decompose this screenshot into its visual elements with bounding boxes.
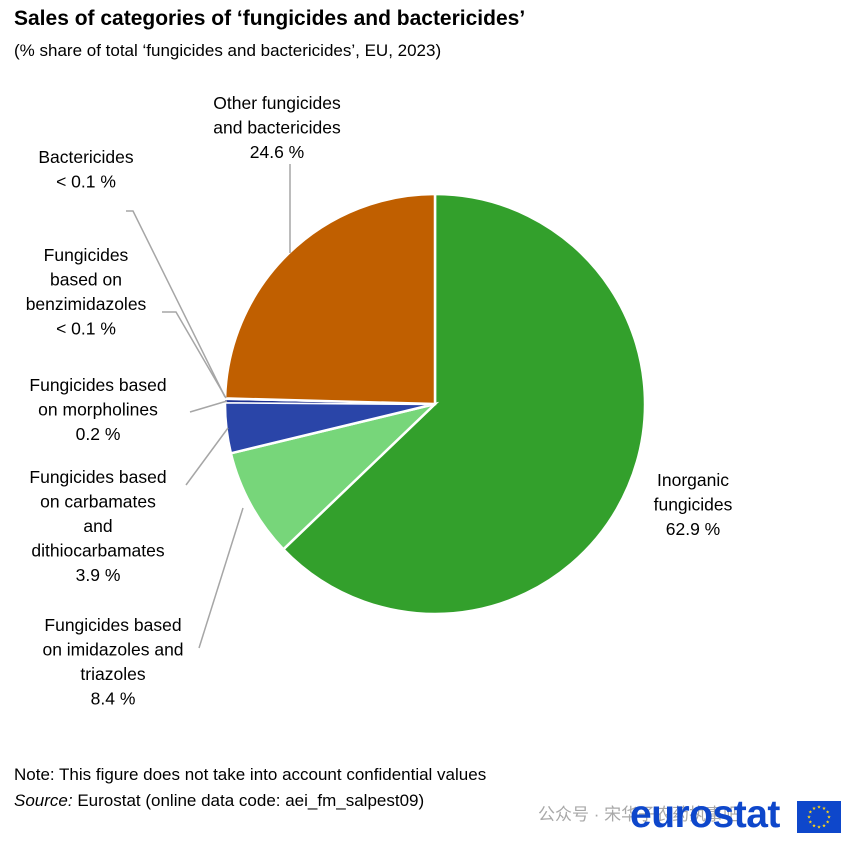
slice-label-morpholines: Fungicides based on morpholines 0.2 % [29, 375, 166, 444]
slice-label-benzimidazoles: Fungicides based on benzimidazoles < 0.1 % [26, 245, 147, 339]
leader-line-bactericides [126, 210, 226, 398]
footnote: Note: This figure does not take into acc… [14, 765, 487, 784]
pie-slice-other [223, 192, 437, 406]
source-line: Source: Eurostat (online data code: aei_… [14, 790, 424, 812]
watermark-text: 公众号 · 宋华子农药执事吧 [538, 805, 741, 824]
pie-chart: Inorganic fungicides 62.9 % Fungicides base… [26, 93, 733, 709]
leader-line-imidazoles-triazoles [198, 507, 244, 649]
eu-flag-icon [797, 801, 841, 833]
chart-subtitle: (% share of total ‘fungicides and bacter… [14, 41, 442, 60]
slice-label-carbamates: Fungicides based on carbamates and dithioca… [29, 467, 166, 585]
chart-title: Sales of categories of ‘fungicides and b… [14, 7, 526, 30]
slice-label-inorganic: Inorganic fungicides 62.9 % [654, 470, 733, 539]
leader-line-morpholines [189, 400, 228, 413]
leader-line-carbamates [185, 427, 229, 486]
pie-slice-imidazoles-triazoles [229, 401, 440, 552]
slice-label-other: Other fungicides and bactericides 24.6 % [213, 93, 341, 162]
slice-label-bactericides: Bactericides < 0.1 % [38, 147, 134, 192]
leader-line-benzimidazoles [162, 311, 227, 399]
source-label: Source: [14, 791, 73, 810]
pie-slice-inorganic [281, 192, 647, 616]
eurostat-logo: eurostat [630, 793, 780, 836]
source-text: Eurostat (online data code: aei_fm_salpe… [72, 791, 425, 810]
slice-label-imidazoles-triazoles: Fungicides based on imidazoles and triazol… [42, 615, 183, 709]
